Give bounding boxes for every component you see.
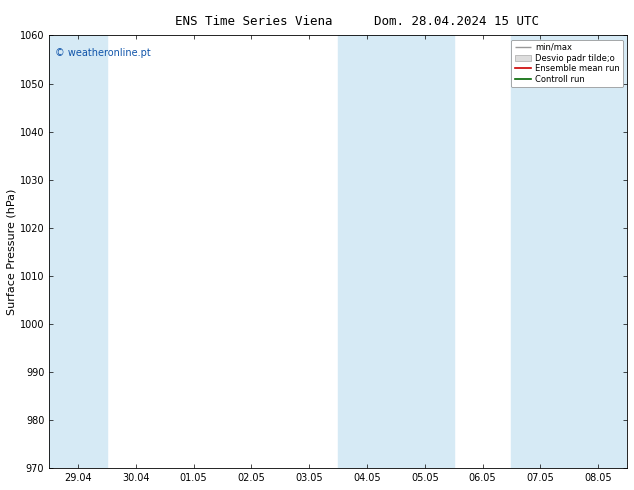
Y-axis label: Surface Pressure (hPa): Surface Pressure (hPa) <box>7 189 17 315</box>
Bar <box>49 35 107 468</box>
Bar <box>512 35 627 468</box>
Text: Dom. 28.04.2024 15 UTC: Dom. 28.04.2024 15 UTC <box>374 15 539 28</box>
Bar <box>338 35 454 468</box>
Text: © weatheronline.pt: © weatheronline.pt <box>55 49 151 58</box>
Legend: min/max, Desvio padr tilde;o, Ensemble mean run, Controll run: min/max, Desvio padr tilde;o, Ensemble m… <box>512 40 623 87</box>
Text: ENS Time Series Viena: ENS Time Series Viena <box>175 15 332 28</box>
